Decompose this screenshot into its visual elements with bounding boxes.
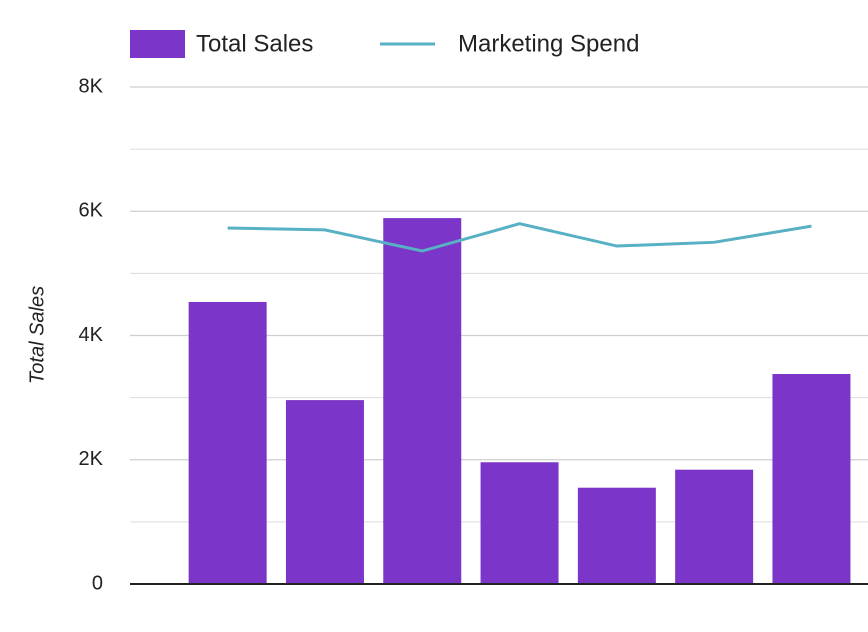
bar: [772, 374, 851, 584]
line: [227, 222, 812, 253]
y-tick-label: 0: [92, 572, 103, 594]
y-tick-label: 8K: [79, 75, 104, 97]
bar: [383, 218, 462, 585]
bar: [577, 487, 656, 584]
y-axis-label: Total Sales: [26, 286, 48, 384]
bar: [480, 462, 559, 584]
legend-swatch: [130, 30, 185, 58]
bar: [285, 400, 364, 584]
legend-label: Total Sales: [196, 30, 313, 57]
y-tick-label: 2K: [79, 448, 104, 470]
bar: [188, 301, 267, 584]
y-tick-label: 6K: [79, 200, 104, 222]
bar: [675, 469, 754, 584]
legend-label: Marketing Spend: [458, 30, 639, 57]
y-tick-label: 4K: [79, 324, 104, 346]
